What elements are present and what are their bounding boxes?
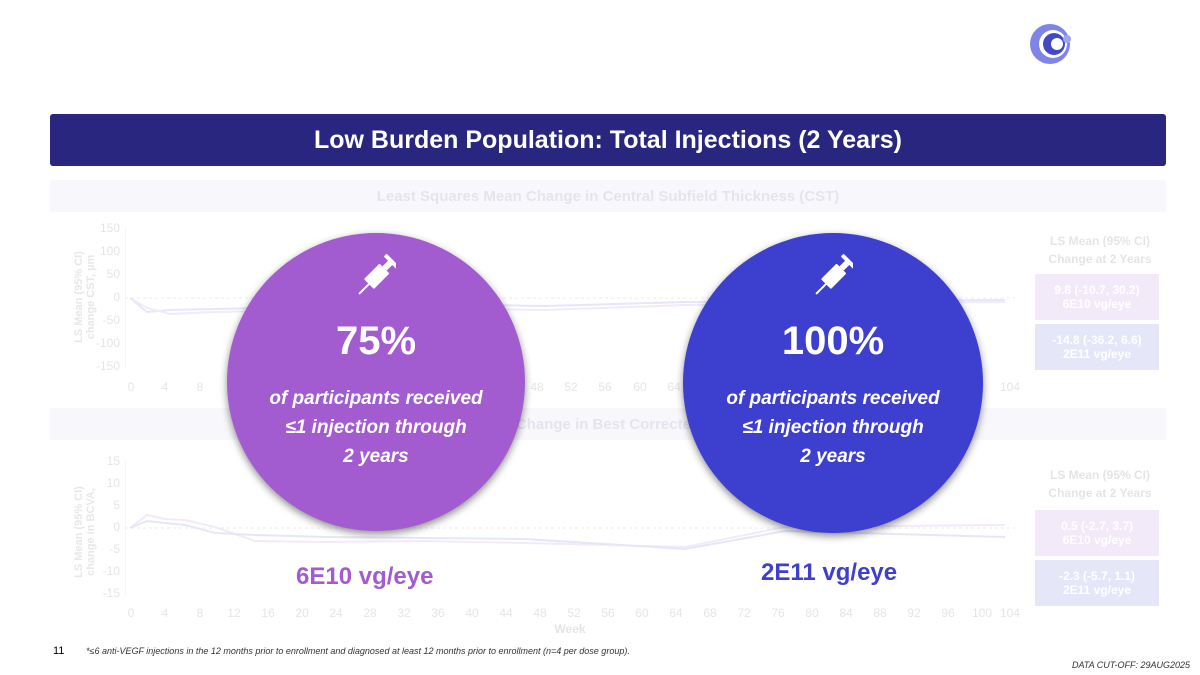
highlight-description: of participants received ≤1 injection th… xyxy=(726,388,940,467)
bcva-y-tick: -15 xyxy=(102,586,120,600)
bcva-x-tick: 56 xyxy=(601,606,615,620)
cst-y-tick: -150 xyxy=(95,359,120,373)
syringe-icon xyxy=(815,254,853,295)
bcva-x-tick: 64 xyxy=(669,606,683,620)
bcva-x-tick: 16 xyxy=(261,606,275,620)
dose-label-6e10: 6E10 vg/eye xyxy=(296,563,434,590)
bcva-x-tick: 8 xyxy=(196,606,204,620)
bcva-x-tick: 96 xyxy=(941,606,955,620)
bcva-ls-header: LS Mean (95% CI) Change at 2 Years xyxy=(1048,468,1152,500)
bcva-x-tick: 92 xyxy=(907,606,921,620)
bcva-y-tick: 0 xyxy=(113,520,120,534)
cst-x-tick: 104 xyxy=(999,380,1021,394)
bcva-x-tick: 76 xyxy=(771,606,785,620)
highlight-circle-6e10: 75% of participants received ≤1 injectio… xyxy=(227,233,525,531)
bcva-y-tick: 10 xyxy=(106,476,120,490)
bcva-x-tick: 104 xyxy=(999,606,1021,620)
bcva-y-tick: 15 xyxy=(106,454,120,468)
company-logo-icon xyxy=(1030,24,1071,64)
cst-x-tick: 8 xyxy=(196,380,204,394)
bcva-x-tick: 32 xyxy=(397,606,411,620)
dose-label-2e11: 2E11 vg/eye xyxy=(761,559,898,586)
bcva-y-tick: -10 xyxy=(102,564,120,578)
bcva-ls-box-2e11: -2.3 (-5.7, 1.1) 2E11 vg/eye xyxy=(1035,560,1159,606)
highlight-circle-2e11: 100% of participants received ≤1 injecti… xyxy=(683,233,983,533)
bcva-ls-box-6e10: 0.5 (-2.7, 3.7) 6E10 vg/eye xyxy=(1035,510,1159,556)
bcva-plot-area xyxy=(125,461,1015,595)
cst-x-tick: 0 xyxy=(127,380,135,394)
page-number: 11 xyxy=(53,645,65,657)
highlight-description: of participants received ≤1 injection th… xyxy=(269,388,483,467)
bcva-x-axis-label: Week xyxy=(554,622,586,636)
cst-ls-box-2e11: -14.8 (-36.2, 6.6) 2E11 vg/eye xyxy=(1035,324,1159,370)
bcva-x-tick: 36 xyxy=(431,606,445,620)
cst-chart-header: Least Squares Mean Change in Central Sub… xyxy=(50,180,1166,212)
cst-ls-header: LS Mean (95% CI) Change at 2 Years xyxy=(1048,234,1152,266)
percent-value: 75% xyxy=(335,319,417,363)
bcva-x-tick: 60 xyxy=(635,606,649,620)
bcva-x-tick: 88 xyxy=(873,606,887,620)
bcva-x-tick: 20 xyxy=(295,606,309,620)
bcva-x-tick: 12 xyxy=(227,606,241,620)
bcva-x-tick: 24 xyxy=(329,606,343,620)
syringe-icon xyxy=(358,254,396,295)
bcva-x-tick: 4 xyxy=(161,606,169,620)
bcva-x-tick: 40 xyxy=(465,606,479,620)
bcva-chart-header: Change in Best Corrected xyxy=(50,408,1166,440)
bcva-x-tick: 72 xyxy=(737,606,751,620)
cst-x-tick: 48 xyxy=(530,380,544,394)
cst-y-tick: 0 xyxy=(113,290,120,304)
bcva-x-tick: 52 xyxy=(567,606,581,620)
bcva-x-tick: 0 xyxy=(127,606,135,620)
bcva-x-tick: 80 xyxy=(805,606,819,620)
bcva-x-tick: 28 xyxy=(363,606,377,620)
slide-title: Low Burden Population: Total Injections … xyxy=(50,114,1166,166)
bcva-y-tick: -5 xyxy=(109,542,120,556)
bcva-x-tick: 100 xyxy=(971,606,993,620)
bcva-y-tick: 5 xyxy=(113,498,120,512)
cst-x-tick: 4 xyxy=(161,380,169,394)
cst-y-tick: 100 xyxy=(99,244,120,258)
cst-ls-box-6e10: 9.8 (-10.7, 30.2) 6E10 vg/eye xyxy=(1035,274,1159,320)
cst-y-tick: -100 xyxy=(95,336,120,350)
cst-x-tick: 56 xyxy=(598,380,612,394)
cst-x-tick: 52 xyxy=(564,380,578,394)
bcva-x-tick: 68 xyxy=(703,606,717,620)
cst-x-tick: 60 xyxy=(633,380,647,394)
bcva-x-tick: 84 xyxy=(839,606,853,620)
bcva-x-tick: 48 xyxy=(533,606,547,620)
bcva-x-tick: 44 xyxy=(499,606,513,620)
cst-y-tick: 150 xyxy=(99,221,120,235)
footnote: *≤6 anti-VEGF injections in the 12 month… xyxy=(86,646,630,656)
percent-value: 100% xyxy=(781,319,885,363)
cst-y-tick: -50 xyxy=(102,313,120,327)
data-cutoff-note: DATA CUT-OFF: 29AUG2025 xyxy=(1071,660,1190,670)
cst-x-tick: 64 xyxy=(667,380,681,394)
cst-y-tick: 50 xyxy=(106,267,120,281)
